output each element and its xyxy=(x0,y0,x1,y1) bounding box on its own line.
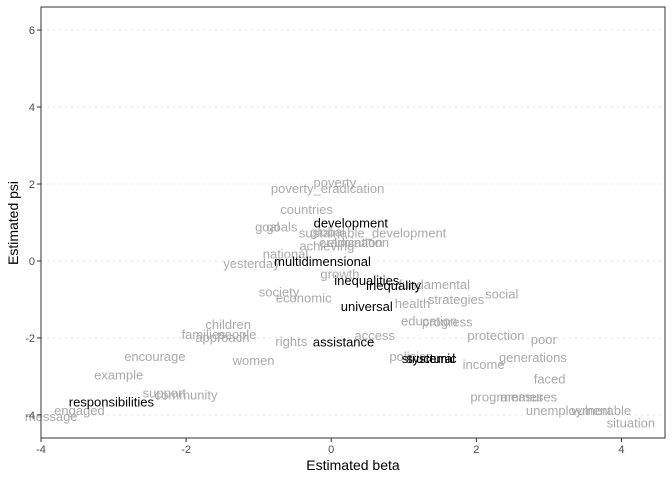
word-label: strategies xyxy=(428,292,485,307)
y-tick-label: 4 xyxy=(29,102,35,114)
word-label: elimination xyxy=(327,235,389,250)
word-label: support xyxy=(143,386,187,401)
y-tick-label: -4 xyxy=(25,410,35,422)
word-label: social xyxy=(485,286,518,301)
word-label: access xyxy=(355,328,396,343)
y-tick-label: -2 xyxy=(25,333,35,345)
highlighted-word-labels: development multidimensional inequalitiesi… xyxy=(69,215,457,409)
x-axis-title: Estimated beta xyxy=(306,457,400,473)
word-label: measures xyxy=(500,390,558,405)
y-tick-label: 6 xyxy=(29,25,35,37)
y-tick-label: 2 xyxy=(29,179,35,191)
word-label: poverty xyxy=(314,175,357,190)
word-label: education xyxy=(401,313,457,328)
word-label: poverty_eradication xyxy=(271,181,384,196)
word-label: generations xyxy=(499,350,567,365)
word-label: poor xyxy=(531,332,558,347)
word-label: vulnerable xyxy=(571,403,631,418)
word-label: women xyxy=(232,353,275,368)
highlighted-word-label: development xyxy=(314,215,389,230)
x-axis: -4 -2 0 2 4 xyxy=(36,438,625,456)
word-label: achieving xyxy=(299,238,354,253)
word-label: unemployment xyxy=(526,403,612,418)
highlighted-word-label: structural xyxy=(402,351,456,366)
x-tick-label: 0 xyxy=(328,444,334,456)
highlighted-word-label: assistance xyxy=(313,335,374,350)
word-label: yesterday xyxy=(223,256,280,271)
word-label: society xyxy=(259,285,300,300)
x-tick-label: 4 xyxy=(618,444,624,456)
word-label: protection xyxy=(467,328,524,343)
word-label: growth xyxy=(320,266,359,281)
word-label: fundamental xyxy=(398,277,470,292)
highlighted-word-label: systemic xyxy=(406,351,457,366)
word-label: policies xyxy=(389,349,433,364)
highlighted-word-label: multidimensional xyxy=(274,254,371,269)
word-label: goal xyxy=(255,220,280,235)
y-tick-label: 0 xyxy=(29,256,35,268)
highlighted-word-label: responsibilities xyxy=(69,395,155,410)
word-label: situation xyxy=(607,415,655,430)
y-axis: -4 -2 0 2 4 6 xyxy=(25,25,41,422)
word-label: rights xyxy=(275,334,307,349)
word-label: national xyxy=(263,246,309,261)
word-label: global xyxy=(310,225,345,240)
muted-word-labels: povertypoverty_eradicationcountriesgoals… xyxy=(25,175,655,431)
highlighted-word-label: universal xyxy=(341,299,393,314)
word-label: people xyxy=(217,327,256,342)
word-label: example xyxy=(94,367,143,382)
word-label: message xyxy=(25,409,78,424)
plot-background xyxy=(41,7,665,438)
y-axis-title: Estimated psi xyxy=(5,181,21,265)
word-label: community xyxy=(155,388,218,403)
word-label: programmes xyxy=(470,390,543,405)
word-label: income xyxy=(463,357,505,372)
word-label: encourage xyxy=(124,349,185,364)
word-label: goals xyxy=(266,220,298,235)
word-label: eradication xyxy=(319,235,383,250)
highlighted-word-label: inequalities xyxy=(334,273,400,288)
word-label: approach xyxy=(195,330,249,345)
grid-lines xyxy=(41,29,665,416)
word-label: economic xyxy=(276,291,332,306)
x-tick-label: -4 xyxy=(36,444,46,456)
highlighted-word-label: inequality xyxy=(366,278,421,293)
word-label: children xyxy=(205,317,251,332)
word-label: engaged xyxy=(54,403,105,418)
word-label: health xyxy=(395,296,430,311)
word-label: families xyxy=(181,327,226,342)
x-tick-label: -2 xyxy=(181,444,191,456)
x-tick-label: 2 xyxy=(473,444,479,456)
word-label: sustainable_development xyxy=(299,225,447,240)
plot-border xyxy=(40,6,666,439)
word-label: progress xyxy=(422,315,473,330)
word-label: countries xyxy=(280,202,333,217)
word-label: faced xyxy=(534,372,566,387)
